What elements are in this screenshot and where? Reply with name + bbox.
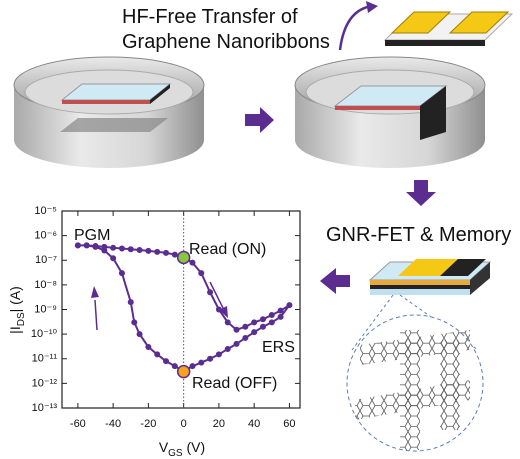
y-axis-label-part: DS xyxy=(16,312,27,326)
y-tick-label: 10⁻⁵ xyxy=(34,205,57,217)
y-tick-label: 10⁻¹² xyxy=(32,377,58,389)
x-tick-label: 20 xyxy=(213,418,225,430)
data-point xyxy=(127,299,134,306)
data-point xyxy=(259,323,266,330)
annotation: ERS xyxy=(262,339,295,356)
data-point xyxy=(136,247,143,254)
data-point xyxy=(233,326,240,333)
data-point xyxy=(145,247,152,254)
data-point xyxy=(101,247,108,254)
y-tick-label: 10⁻¹¹ xyxy=(32,353,58,365)
data-point xyxy=(286,302,293,309)
data-point xyxy=(163,358,170,365)
nanoribbon-lattice xyxy=(355,330,470,450)
data-point xyxy=(251,319,258,326)
data-point xyxy=(83,242,90,249)
data-point xyxy=(171,363,178,370)
y-tick-label: 10⁻¹³ xyxy=(32,402,58,414)
data-point xyxy=(154,351,161,358)
step-arrow xyxy=(245,107,274,133)
y-axis-label: |IDS| (A) xyxy=(7,286,27,334)
data-point xyxy=(268,319,275,326)
data-point xyxy=(224,319,231,326)
annotation: Read (OFF) xyxy=(192,375,277,392)
data-point xyxy=(118,270,125,277)
arrow-head xyxy=(366,1,378,13)
x-tick-label: -60 xyxy=(70,418,86,430)
x-tick-label: 0 xyxy=(181,418,187,430)
data-point xyxy=(145,344,152,351)
read-marker xyxy=(176,364,191,379)
y-tick-label: 10⁻¹⁰ xyxy=(31,328,58,340)
annotation: Read (ON) xyxy=(189,241,266,258)
sweep-arrow xyxy=(209,281,225,311)
data-point xyxy=(242,323,249,330)
y-tick-label: 10⁻⁸ xyxy=(34,279,57,291)
data-point xyxy=(198,270,205,277)
x-axis-label-part: (V) xyxy=(183,439,206,455)
x-tick-label: 40 xyxy=(248,418,260,430)
arrow-head xyxy=(91,286,99,298)
data-point xyxy=(131,319,138,326)
petri-dish xyxy=(294,56,486,168)
figure-title: Graphene Nanoribbons xyxy=(122,31,330,53)
data-point xyxy=(215,351,222,358)
data-point xyxy=(110,255,117,262)
data-point xyxy=(189,363,196,370)
data-point xyxy=(233,340,240,347)
y-tick-label: 10⁻⁹ xyxy=(34,303,57,315)
data-point xyxy=(136,331,143,338)
gnr-fet-device xyxy=(368,259,492,295)
data-point xyxy=(92,243,99,250)
data-point xyxy=(207,355,214,362)
x-tick-label: -20 xyxy=(140,418,156,430)
data-point xyxy=(163,249,170,256)
data-point xyxy=(189,259,196,266)
data-point xyxy=(127,246,134,253)
transferred-chip xyxy=(383,11,514,46)
data-point xyxy=(259,316,266,323)
y-tick-label: 10⁻⁶ xyxy=(34,230,57,242)
y-axis-label-part: |I xyxy=(7,326,23,334)
figure-title: HF-Free Transfer of xyxy=(122,6,298,28)
data-point xyxy=(154,248,161,255)
data-point xyxy=(110,244,117,251)
annotation: PGM xyxy=(74,227,110,244)
x-tick-label: 60 xyxy=(283,418,295,430)
data-point xyxy=(277,313,284,320)
x-axis-label-part: GS xyxy=(168,448,183,459)
data-point xyxy=(74,242,81,249)
step-arrow xyxy=(320,268,350,294)
y-axis-label-part: | (A) xyxy=(7,286,23,312)
sweep-arrow xyxy=(94,299,98,331)
petri-dish xyxy=(13,56,205,168)
x-axis-label-part: V xyxy=(159,439,169,455)
data-point xyxy=(198,359,205,366)
chart: 10⁻⁵ 10⁻⁶ 10⁻⁷ 10⁻⁸ 10⁻⁹ 10⁻¹⁰ 10⁻¹¹ 10⁻¹² 10⁻¹³… xyxy=(7,205,301,459)
data-point xyxy=(207,289,214,296)
data-point xyxy=(224,345,231,352)
x-tick-label: -40 xyxy=(105,418,121,430)
x-axis-label: VGS (V) xyxy=(159,439,205,459)
data-point xyxy=(215,306,222,313)
data-point xyxy=(242,334,249,341)
step-arrow xyxy=(406,180,436,206)
data-point xyxy=(118,245,125,252)
y-tick-label: 10⁻⁷ xyxy=(35,254,57,266)
transfer-arrow xyxy=(338,4,373,51)
step-label: GNR-FET & Memory xyxy=(326,224,511,246)
data-point xyxy=(251,329,258,336)
data-point xyxy=(277,307,284,314)
data-point xyxy=(268,311,275,318)
read-marker xyxy=(176,250,191,265)
data-point xyxy=(171,251,178,258)
